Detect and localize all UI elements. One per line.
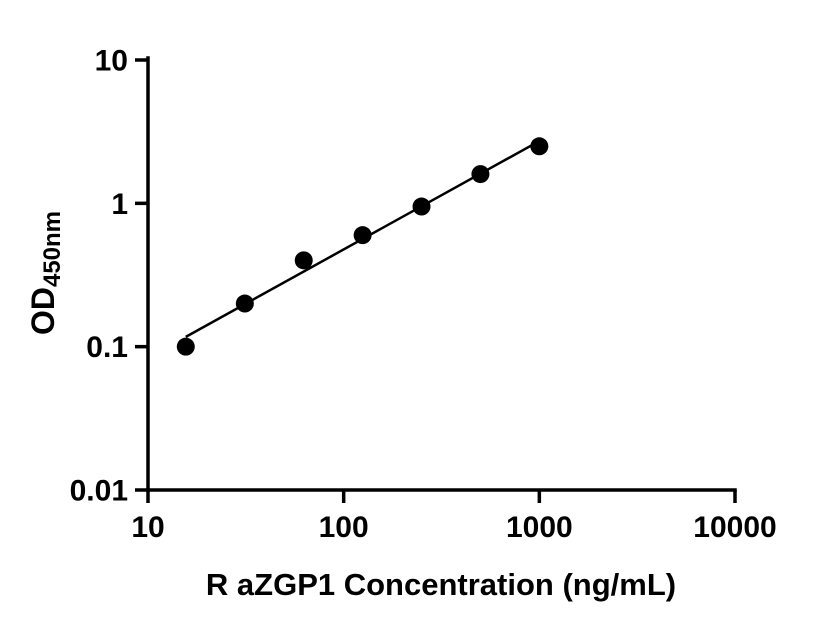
y-tick-label: 0.1 bbox=[86, 331, 128, 364]
data-point bbox=[294, 251, 313, 270]
y-axis-title: OD450nm bbox=[25, 211, 67, 335]
data-point bbox=[353, 226, 372, 245]
x-axis-title: R aZGP1 Concentration (ng/mL) bbox=[205, 567, 677, 602]
x-tick-label: 10 bbox=[131, 511, 164, 544]
y-tick-label: 0.01 bbox=[70, 475, 128, 508]
x-tick-label: 10000 bbox=[693, 511, 776, 544]
x-tick-label: 1000 bbox=[506, 511, 573, 544]
y-tick-label: 10 bbox=[95, 45, 128, 78]
y-axis-title-sub: 450nm bbox=[39, 210, 66, 288]
data-point bbox=[176, 337, 195, 356]
data-point bbox=[471, 165, 490, 184]
data-point bbox=[530, 137, 549, 156]
x-tick-label: 100 bbox=[319, 511, 369, 544]
data-point bbox=[235, 294, 254, 313]
data-point bbox=[412, 197, 431, 216]
y-tick-label: 1 bbox=[111, 188, 128, 221]
y-axis-title-main: OD bbox=[25, 287, 61, 336]
